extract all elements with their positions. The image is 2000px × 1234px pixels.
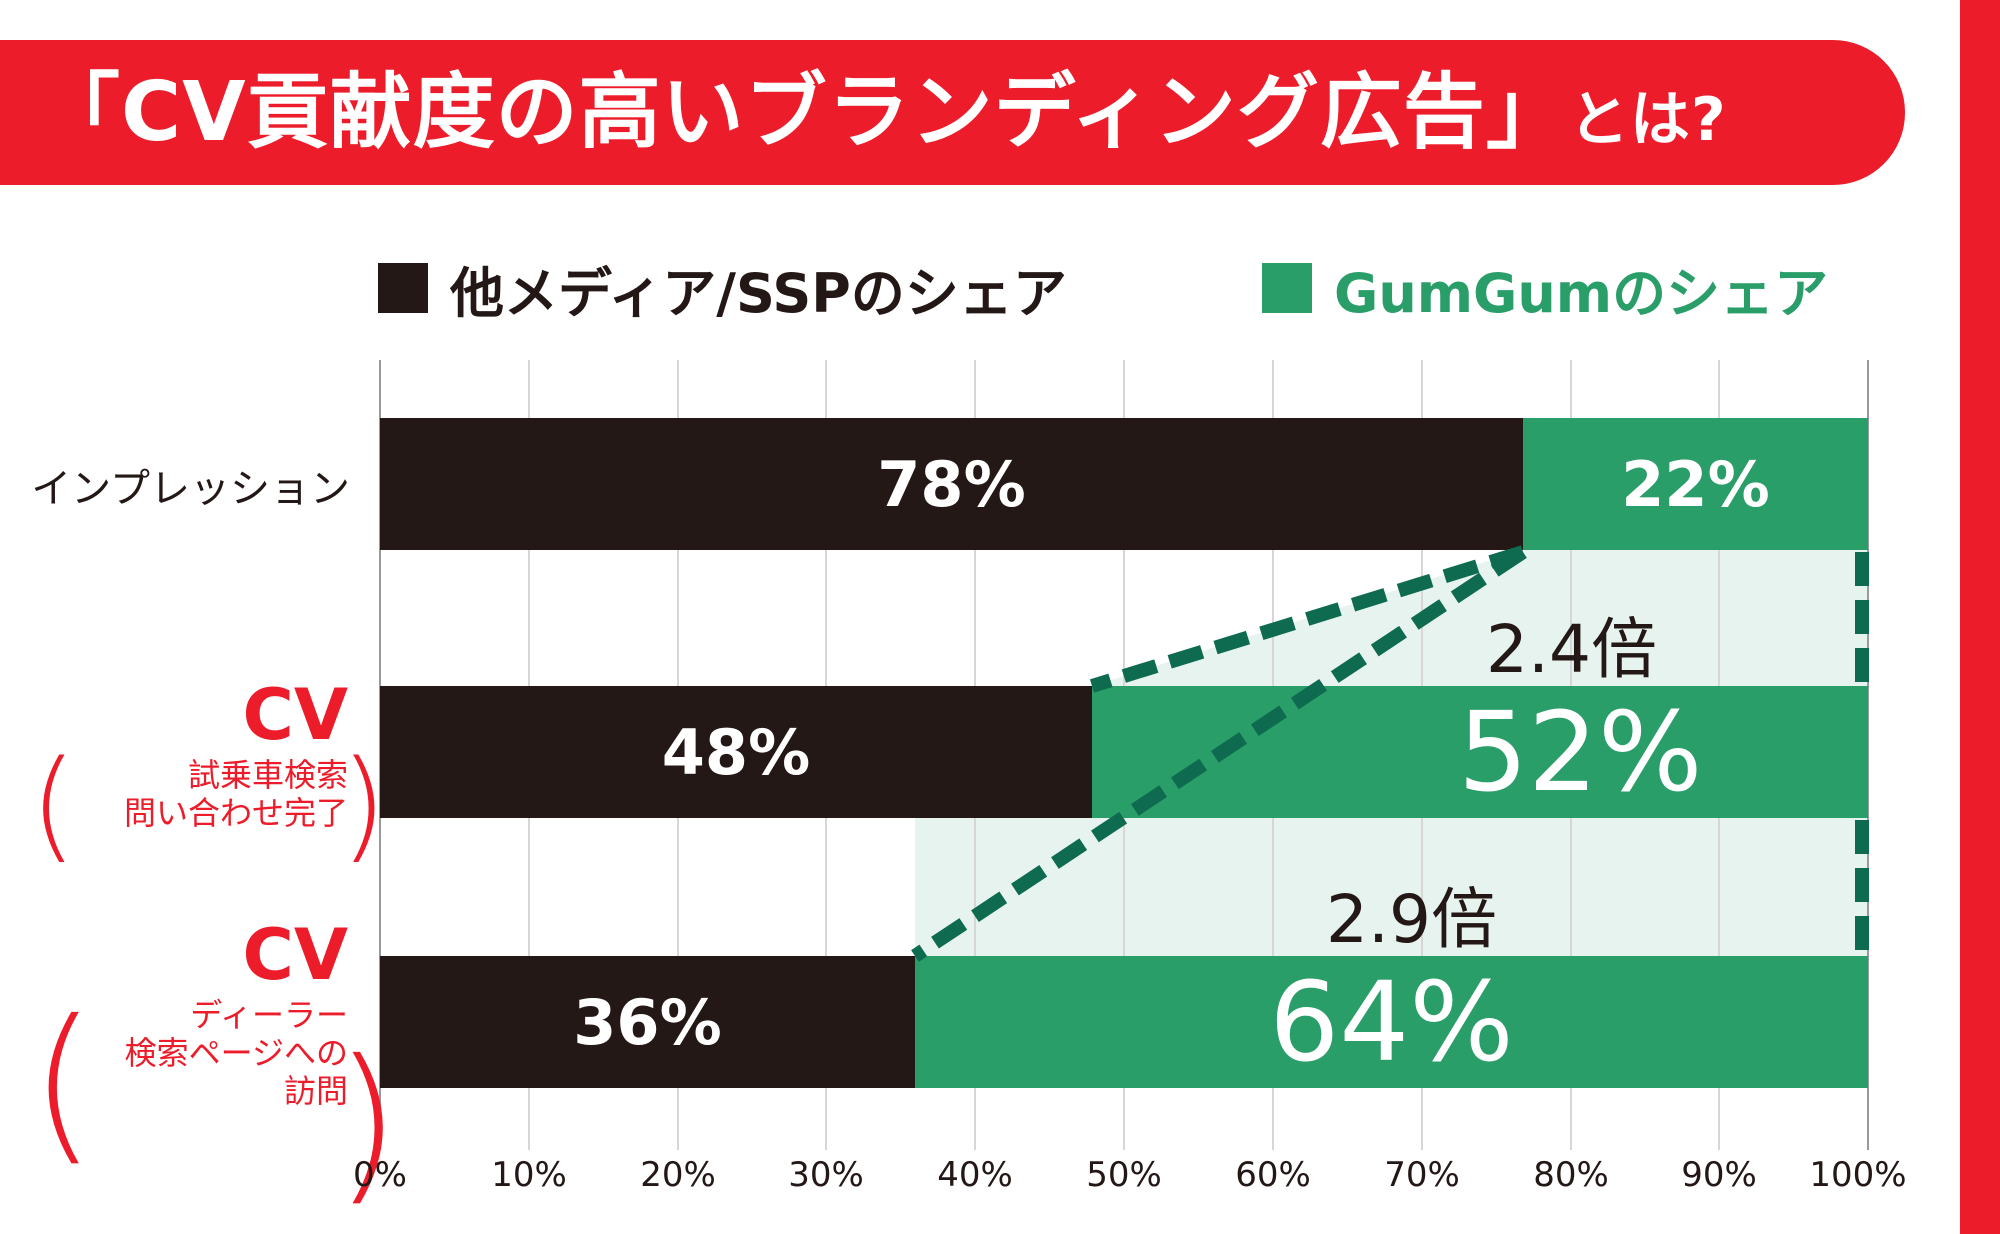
cv-sub-label: ディーラー [190,996,348,1034]
tick-90: 90% [1681,1155,1757,1195]
bar-cv2-gumgum: 64% [915,956,1868,1088]
tick-80: 80% [1533,1155,1609,1195]
row-label-impression: インプレッション [31,466,350,512]
bar-cv1-other: 48% [380,686,1092,818]
comparison-band-2 [915,818,1868,956]
open-paren-icon: ( [30,736,77,875]
legend-swatch-dark [378,263,428,313]
legend-item-other: 他メディア/SSPのシェア [378,258,1067,325]
bar-impression-gumgum: 22% [1523,418,1868,550]
tick-60: 60% [1235,1155,1311,1195]
tick-40: 40% [937,1155,1013,1195]
tick-100: 100% [1809,1155,1907,1195]
cv-label: CV [242,914,348,996]
chart-title: 「CV貢献度の高いブランディング広告」とは? [38,40,1727,185]
row-label-cv1: CV 試乗車検索 問い合わせ完了 [124,680,348,832]
value-label: 48% [661,715,811,789]
cv-sub-label: 訪問 [283,1072,348,1110]
title-suffix: とは? [1568,85,1727,155]
tick-10: 10% [491,1155,567,1195]
legend-label-other: 他メディア/SSPのシェア [450,261,1067,325]
value-label: 64% [1269,958,1514,1086]
cv-sub-label: 問い合わせ完了 [123,794,348,832]
close-paren-icon: ) [334,1024,401,1222]
tick-70: 70% [1384,1155,1460,1195]
title-banner [0,40,1905,185]
close-paren-icon: ) [340,736,387,875]
value-label: 22% [1621,447,1770,521]
cv-label: CV [242,674,348,756]
legend-item-gumgum: GumGumのシェア [1262,258,1828,325]
cv-sub-label: 試乗車検索 [187,756,348,794]
legend-swatch-green [1262,263,1312,313]
cv-sub-label: 検索ページへの [124,1034,348,1072]
value-label: 52% [1458,688,1703,816]
right-edge-strip [1960,0,2000,1234]
open-paren-icon: ( [30,984,97,1182]
tick-50: 50% [1086,1155,1162,1195]
ratio-label-2: 2.9倍 [1326,881,1497,958]
bar-impression-other: 78% [380,418,1523,550]
tick-20: 20% [640,1155,716,1195]
tick-30: 30% [788,1155,864,1195]
ratio-label-1: 2.4倍 [1486,611,1657,688]
row-label-cv2: CV ディーラー 検索ページへの 訪問 [125,920,348,1110]
legend-label-gumgum: GumGumのシェア [1334,261,1829,325]
title-main: 「CV貢献度の高いブランディング広告」 [38,65,1569,160]
bar-cv2-other: 36% [380,956,915,1088]
bar-cv1-gumgum: 52% [1092,686,1868,818]
value-label: 78% [877,447,1026,521]
comparison-band-1 [1523,550,1868,686]
gridline-100 [1867,360,1869,1150]
value-label: 36% [573,985,722,1059]
tick-0: 0% [353,1155,407,1195]
